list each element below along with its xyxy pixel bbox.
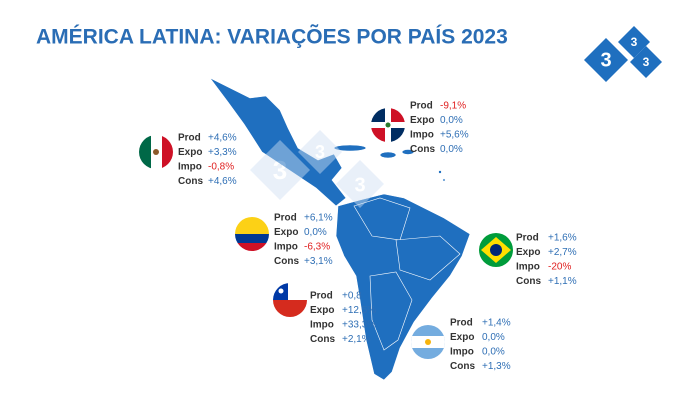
stat-value: +1,3% <box>482 361 511 372</box>
stat-label: Cons <box>516 276 541 287</box>
stat-value: 0,0% <box>440 144 463 155</box>
title: AMÉRICA LATINA: VARIAÇÕES POR PAÍS 2023 <box>36 25 508 49</box>
stat-value: +12,5% <box>342 305 376 316</box>
stat-value: -6,3% <box>304 242 330 253</box>
stat-value: +4,6% <box>208 133 237 144</box>
stat-label: Impo <box>310 320 334 331</box>
stat-value: 0,0% <box>482 347 505 358</box>
stat-label: Prod <box>178 133 201 144</box>
stat-label: Expo <box>410 115 434 126</box>
flag-colombia <box>235 217 269 251</box>
flag-argentina <box>411 325 445 359</box>
stat-value: +2,7% <box>548 247 577 258</box>
stat-value: +33,3% <box>342 320 376 331</box>
stat-value: +1,6% <box>548 233 577 244</box>
map <box>209 77 471 381</box>
stat-value: +1,1% <box>548 276 577 287</box>
stat-value: +3,1% <box>304 256 333 267</box>
stat-value: 0,0% <box>304 227 327 238</box>
stat-label: Expo <box>274 227 298 238</box>
stat-value: 0,0% <box>440 115 463 126</box>
stat-label: Prod <box>410 101 433 112</box>
flag-mexico <box>139 135 173 169</box>
stat-label: Prod <box>450 318 473 329</box>
logo: 3 3 3 <box>584 26 662 82</box>
stat-label: Prod <box>274 213 297 224</box>
watermark-digit: 3 <box>354 174 365 196</box>
stat-value: -20% <box>548 262 571 273</box>
stat-label: Cons <box>410 144 435 155</box>
stat-label: Impo <box>516 262 540 273</box>
stat-value: +4,6% <box>208 176 237 187</box>
stat-label: Impo <box>178 162 202 173</box>
flag-chile <box>273 283 307 317</box>
stat-value: 0,0% <box>482 332 505 343</box>
stat-label: Impo <box>410 130 434 141</box>
stat-label: Expo <box>516 247 540 258</box>
stat-value: -0,8% <box>208 162 234 173</box>
stat-label: Impo <box>274 242 298 253</box>
stat-label: Expo <box>450 332 474 343</box>
stat-label: Cons <box>274 256 299 267</box>
country-stats: Prod +4,6% Expo +3,3% Impo -0,8% Cons +4,6% Prod… <box>178 101 577 373</box>
stat-value: +1,4% <box>482 318 511 329</box>
watermark-digit: 3 <box>273 155 287 185</box>
stat-label: Expo <box>178 147 202 158</box>
stat-value: +3,3% <box>208 147 237 158</box>
stat-label: Cons <box>450 361 475 372</box>
stat-label: Cons <box>178 176 203 187</box>
logo-digit: 3 <box>600 49 611 71</box>
logo-digit: 3 <box>643 55 650 69</box>
logo-digit: 3 <box>631 35 638 49</box>
stat-label: Prod <box>516 233 539 244</box>
flag-dominican-republic <box>371 108 405 142</box>
stat-value: +5,6% <box>440 130 469 141</box>
flag-brazil <box>479 233 513 267</box>
stat-value: +6,1% <box>304 213 333 224</box>
watermark-digit: 3 <box>315 142 325 162</box>
watermark: 3 3 3 <box>250 130 384 208</box>
stat-label: Cons <box>310 334 335 345</box>
stat-label: Prod <box>310 291 333 302</box>
stat-value: +0,8 <box>342 291 362 302</box>
stat-value: -9,1% <box>440 101 466 112</box>
stat-value: +2,1% <box>342 334 371 345</box>
stat-label: Impo <box>450 347 474 358</box>
stat-label: Expo <box>310 305 334 316</box>
